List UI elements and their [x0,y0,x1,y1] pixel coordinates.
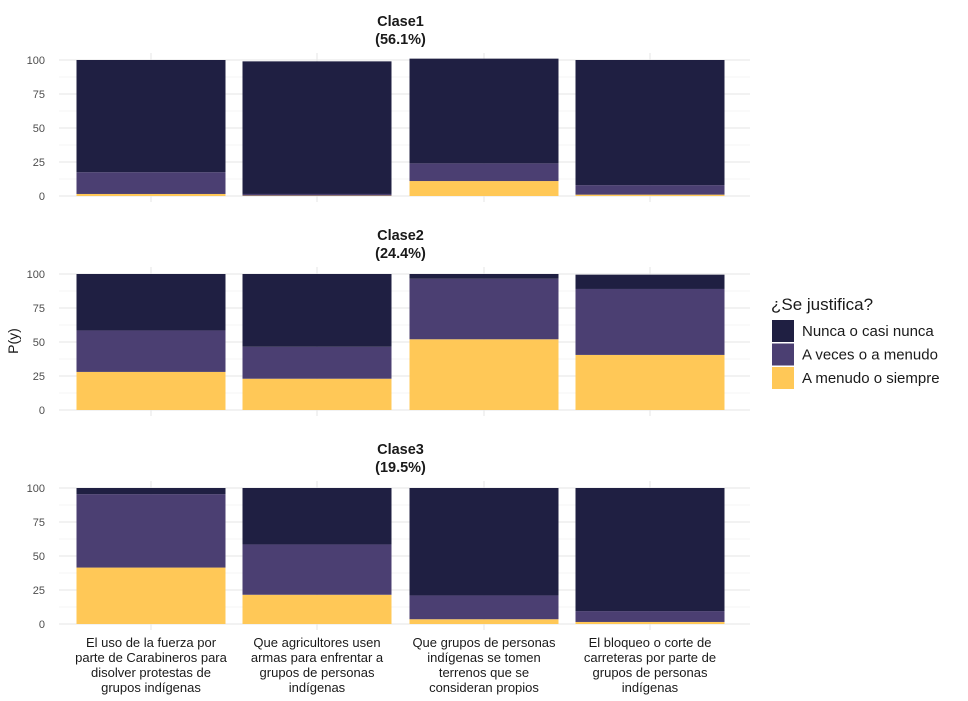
bar-segment [76,274,226,331]
bar-segment [76,567,226,624]
legend-swatch [772,367,794,389]
bar-segment [409,274,559,279]
bar-segment [242,274,392,347]
bar-segment [242,544,392,595]
bar-segment [575,274,725,289]
bar-segment [409,619,559,624]
x-tick-label: Que agricultores usen armas para enfrenta… [251,635,384,695]
panel-title: (19.5%) [375,460,426,476]
panel-title: (24.4%) [375,246,426,262]
bar-segment [575,621,725,624]
bar-segment [242,378,392,410]
y-tick-label: 100 [27,269,45,281]
x-tick-label: El uso de la fuerza por parte de Carabine… [75,635,228,695]
y-tick-label: 25 [33,585,45,597]
y-tick-label: 0 [39,619,45,631]
y-tick-label: 0 [39,191,45,203]
panel-2: 0 25 50 75 100 Clase2 (24.4%) [27,228,750,417]
legend-swatch [772,320,794,342]
bar-segment [76,488,226,495]
panel-title: (56.1%) [375,32,426,48]
panel-title: Clase2 [377,228,424,244]
bar-segment [575,185,725,195]
bar-segment [575,611,725,622]
y-tick-label: 100 [27,483,45,495]
bar-segment [76,371,226,410]
x-tick-label: Que grupos de personas indígenas se tomen… [412,635,556,695]
bar-segment [575,194,725,196]
panel-title: Clase3 [377,442,424,458]
bar-segment [409,278,559,340]
y-tick-label: 75 [33,517,45,529]
bar-segment [409,488,559,596]
bar-segment [575,488,725,612]
bar-segment [76,330,226,372]
panel-1: 0 25 50 75 100 Clase1 (56.1%) [27,14,750,203]
legend-label: Nunca o casi nunca [802,323,934,340]
panel-title: Clase1 [377,14,424,30]
y-axis-title: P(y) [5,328,21,354]
bar-segment [575,60,725,186]
y-tick-label: 50 [33,551,45,563]
bar-segment [575,354,725,410]
y-tick-label: 100 [27,55,45,67]
y-tick-label: 25 [33,157,45,169]
y-tick-label: 75 [33,303,45,315]
legend-label: A menudo o siempre [802,370,940,387]
y-tick-label: 75 [33,89,45,101]
y-tick-label: 50 [33,337,45,349]
legend-label: A veces o a menudo [802,347,938,364]
bar-segment [76,172,226,194]
panel-3: 0 25 50 75 100 Clase3 (19.5%) [27,442,750,631]
y-tick-label: 0 [39,405,45,417]
bar-segment [76,60,226,173]
bar-segment [242,346,392,379]
bar-segment [409,181,559,196]
bar-segment [242,193,392,196]
legend-swatch [772,343,794,366]
bar-segment [242,594,392,624]
bar-segment [409,595,559,620]
x-tick-label: El bloqueo o corte de carreteras por part… [584,635,716,695]
bar-segment [409,163,559,182]
bar-segment [242,61,392,194]
x-axis-labels: El uso de la fuerza por parte de Carabine… [75,635,716,695]
bar-segment [76,494,226,568]
legend: ¿Se justifica? Nunca o casi nunca A veces… [771,295,940,389]
y-tick-label: 50 [33,123,45,135]
bar-segment [575,288,725,355]
legend-title: ¿Se justifica? [771,295,873,314]
panels-layer: 0 25 50 75 100 Clase1 (56.1%) 0 25 50 75 100 Clase2 (… [27,14,750,631]
y-tick-label: 25 [33,371,45,383]
bar-segment [242,488,392,545]
bar-segment [409,339,559,410]
bar-segment [76,193,226,196]
bar-segment [409,58,559,164]
